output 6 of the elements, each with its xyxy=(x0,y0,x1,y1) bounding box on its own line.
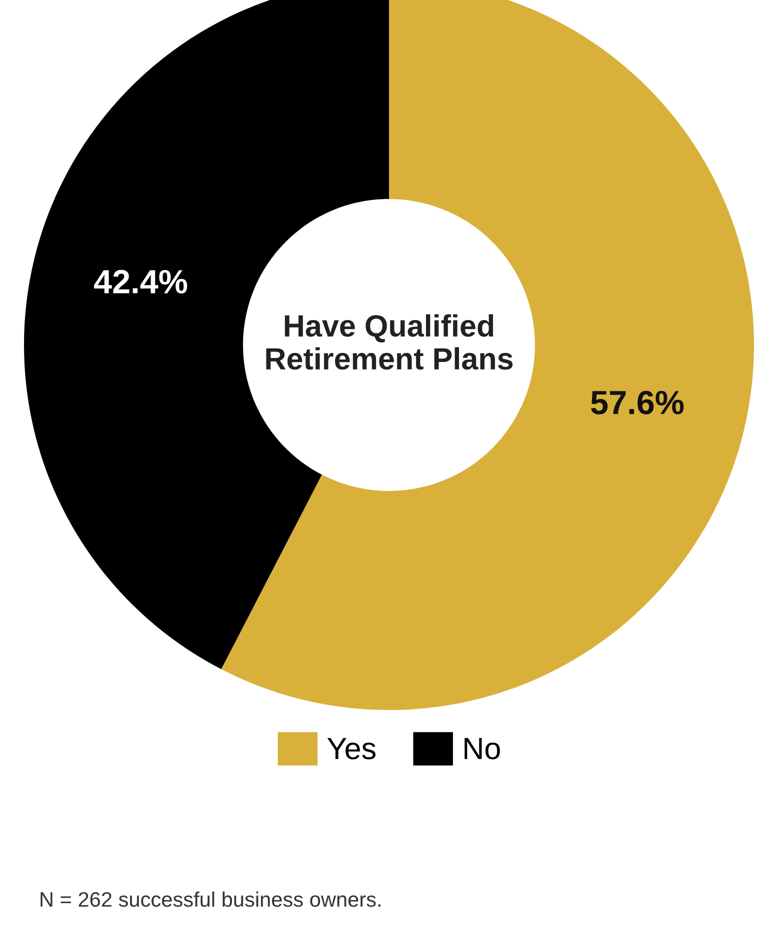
text: Have Qualified Retirement Plans xyxy=(266,314,513,370)
legend-label: No xyxy=(464,738,500,760)
text: N = 262 successful business owners. xyxy=(40,892,380,907)
data-label: 57.6% xyxy=(591,390,684,414)
data-label: 42.4% xyxy=(94,270,188,294)
legend-label: Yes xyxy=(327,738,376,760)
